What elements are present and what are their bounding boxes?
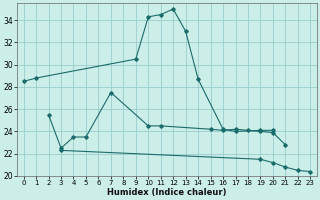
X-axis label: Humidex (Indice chaleur): Humidex (Indice chaleur): [107, 188, 227, 197]
